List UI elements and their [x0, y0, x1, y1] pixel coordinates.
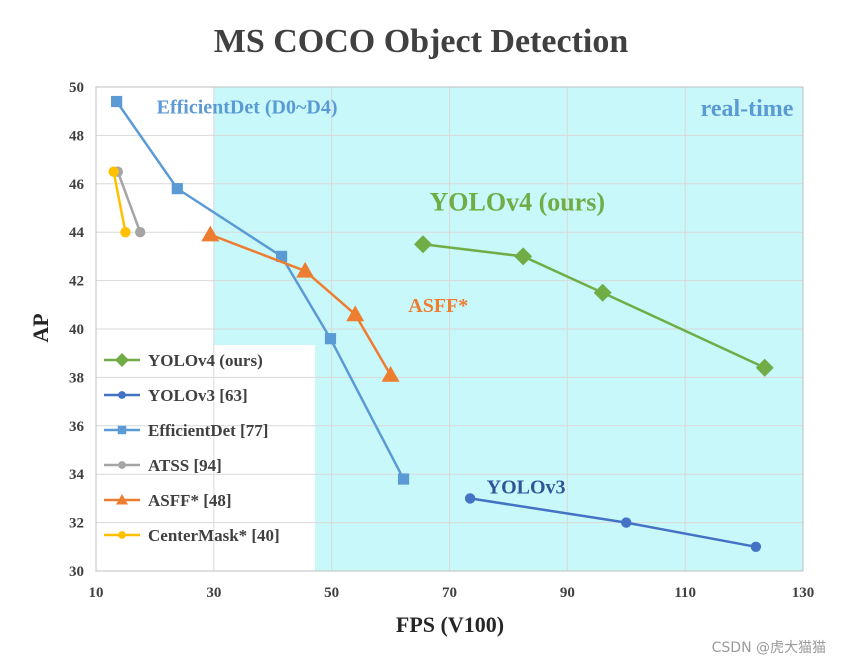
legend-item: CenterMask* [40]: [104, 526, 280, 545]
y-tick-label: 30: [69, 564, 84, 580]
legend-label: CenterMask* [40]: [148, 526, 280, 545]
annotation: YOLOv4 (ours): [430, 187, 606, 216]
data-point: [111, 95, 123, 108]
x-tick-label: 30: [206, 585, 221, 601]
data-point: [621, 517, 632, 528]
series-yolov4-ours: [413, 235, 774, 377]
y-tick-label: 40: [69, 322, 84, 338]
legend-label: EfficientDet [77]: [148, 421, 268, 440]
data-point: [171, 183, 183, 195]
data-point: [201, 225, 220, 242]
annotation: EfficientDet (D0~D4): [157, 97, 338, 119]
grid: [95, 86, 804, 572]
plot-border: [95, 86, 804, 572]
legend-marker: [117, 425, 127, 435]
series-asff-48: [201, 225, 400, 382]
data-point: [397, 473, 410, 485]
legend-item: YOLOv3 [63]: [104, 386, 248, 405]
legend-label: ATSS [94]: [148, 456, 222, 475]
x-tick-label: 110: [674, 585, 696, 601]
y-tick-label: 34: [69, 467, 85, 483]
legend-marker: [118, 461, 126, 469]
data-point: [514, 247, 533, 266]
data-point: [275, 250, 288, 262]
data-point: [346, 305, 365, 322]
data-point: [108, 166, 119, 177]
legend-marker: [118, 391, 126, 399]
series-yolov3-63: [464, 493, 762, 552]
y-tick-label: 42: [69, 274, 84, 290]
y-tick-label: 38: [69, 370, 84, 386]
series-centermask-40: [108, 166, 131, 238]
legend-marker: [115, 353, 129, 367]
data-point: [120, 227, 131, 238]
legend-label: ASFF* [48]: [148, 491, 232, 510]
x-tick-label: 130: [792, 585, 815, 601]
y-tick-label: 44: [69, 225, 85, 241]
annotation: YOLOv3: [487, 477, 566, 499]
x-tick-label: 10: [89, 585, 104, 601]
data-point: [750, 541, 762, 552]
series-efficientdet-77: [111, 95, 410, 485]
y-tick-label: 36: [69, 419, 85, 435]
annotations: EfficientDet (D0~D4) real-time YOLOv4 (our…: [157, 96, 794, 499]
data-point: [381, 365, 400, 382]
x-axis-title: FPS (V100): [396, 612, 504, 637]
series-line: [116, 171, 142, 233]
series-line: [209, 233, 392, 376]
data-point: [413, 235, 432, 254]
x-tick-label: 90: [560, 585, 575, 601]
y-tick-label: 46: [69, 177, 85, 193]
series-line: [112, 171, 127, 233]
x-tick-label: 70: [442, 585, 457, 601]
x-tick-label: 50: [324, 585, 339, 601]
legend: YOLOv4 (ours) YOLOv3 [63] EfficientDet [77…: [104, 351, 280, 545]
series-layer: [108, 95, 774, 552]
y-axis-title: AP: [28, 313, 53, 342]
legend-item: YOLOv4 (ours): [104, 351, 263, 370]
series-line: [422, 243, 766, 369]
chart-title: MS COCO Object Detection: [214, 23, 629, 60]
y-tick-label: 32: [69, 516, 84, 532]
legend-marker: [116, 494, 128, 505]
legend-item: ASFF* [48]: [104, 491, 232, 510]
plot-area-border: [95, 86, 804, 572]
data-point: [593, 283, 612, 302]
y-tick-label: 48: [69, 128, 84, 144]
annotation: ASFF*: [408, 295, 468, 317]
legend-label: YOLOv4 (ours): [148, 351, 263, 370]
legend-item: ATSS [94]: [104, 456, 222, 475]
legend-marker: [118, 531, 126, 539]
data-point: [464, 493, 476, 504]
legend-label: YOLOv3 [63]: [148, 386, 248, 405]
annotation: real-time: [701, 96, 794, 122]
legend-item: EfficientDet [77]: [104, 421, 268, 440]
watermark: CSDN @虎大猫猫: [712, 640, 826, 656]
legend-box: [98, 345, 315, 571]
data-point: [755, 358, 774, 377]
ticks-layer: 30 32 34 36 38 40 42 44 46 48 50 10 30 50 70 90 110 130: [69, 80, 814, 601]
data-point: [324, 333, 337, 345]
data-point: [296, 261, 315, 278]
y-tick-label: 50: [69, 80, 84, 96]
data-point: [134, 227, 146, 238]
